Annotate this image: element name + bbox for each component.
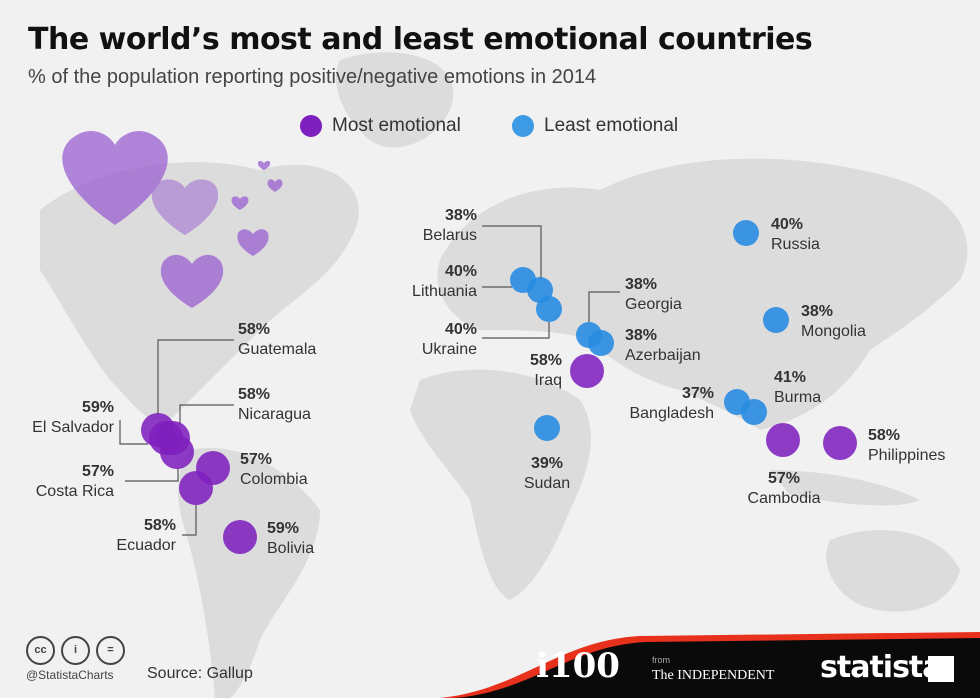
label-bangladesh: 37% Bangladesh [629,385,714,422]
label-lithuania: 40% Lithuania [412,263,477,300]
independent-logo: The INDEPENDENT [652,668,775,683]
heart-icon [62,131,168,225]
marker-mongolia [763,307,789,333]
leader-lines [119,225,620,536]
marker-sudan [534,415,560,441]
twitter-handle[interactable]: @StatistaCharts [26,668,114,682]
marker-azerbaijan [588,330,614,356]
label-costa-rica: 57% Costa Rica [35,463,114,500]
label-iraq: 58% Iraq [529,352,562,389]
heart-icon [160,254,224,308]
marker-cambodia [766,423,800,457]
label-georgia: 38% Georgia [625,276,682,313]
label-ecuador: 58% Ecuador [116,517,176,554]
label-philippines: 58% Philippines [868,427,946,464]
i100-logo: i100 [536,646,620,686]
attribution-icon: i [61,636,90,665]
label-mongolia: 38% Mongolia [801,303,866,340]
label-el-salvador: 59% El Salvador [32,399,114,436]
label-guatemala: 58% Guatemala [238,321,317,358]
australia [826,530,960,612]
indonesia [770,470,920,506]
marker-ukraine [536,296,562,322]
label-belarus: 38% Belarus [422,207,477,244]
from-text: from [652,655,670,665]
label-nicaragua: 58% Nicaragua [238,386,311,423]
heart-icon [267,179,283,192]
heart-icon [237,229,269,256]
label-russia: 40% Russia [771,216,820,253]
marker-burma [741,399,767,425]
legend-swatch-least [512,115,534,137]
statista-logo: statista [820,650,943,685]
legend-swatch-most [300,115,322,137]
label-burma: 41% Burma [774,369,822,406]
marker-philippines [823,426,857,460]
label-bolivia: 59% Bolivia [267,520,315,557]
marker-costa-rica [160,435,194,469]
cc-icon: cc [26,636,55,665]
south-america [178,448,320,698]
marker-bolivia [223,520,257,554]
legend-most: Most emotional [300,115,461,137]
license-icons: cc i = [26,636,131,665]
marker-iraq [570,354,604,388]
chart-subtitle: % of the population reporting positive/n… [28,66,597,88]
no-derivatives-icon: = [96,636,125,665]
statista-logo-icon [928,656,954,682]
legend-label-most: Most emotional [332,115,461,136]
eurasia [437,158,968,431]
source-text: Source: Gallup [147,665,253,682]
label-sudan: 39% Sudan [523,455,571,492]
marker-russia [733,220,759,246]
label-azerbaijan: 38% Azerbaijan [625,327,701,364]
label-ukraine: 40% Ukraine [421,321,477,358]
label-colombia: 57% Colombia [240,451,308,488]
chart-title: The world’s most and least emotional cou… [28,22,813,57]
hearts-decoration [62,131,283,308]
greenland [336,52,454,148]
heart-icon [151,179,219,235]
marker-ecuador [179,471,213,505]
heart-icon [231,196,249,210]
heart-icon [257,160,271,170]
legend-least: Least emotional [512,115,678,137]
legend-label-least: Least emotional [544,115,679,136]
label-cambodia: 57% Cambodia [747,470,821,507]
